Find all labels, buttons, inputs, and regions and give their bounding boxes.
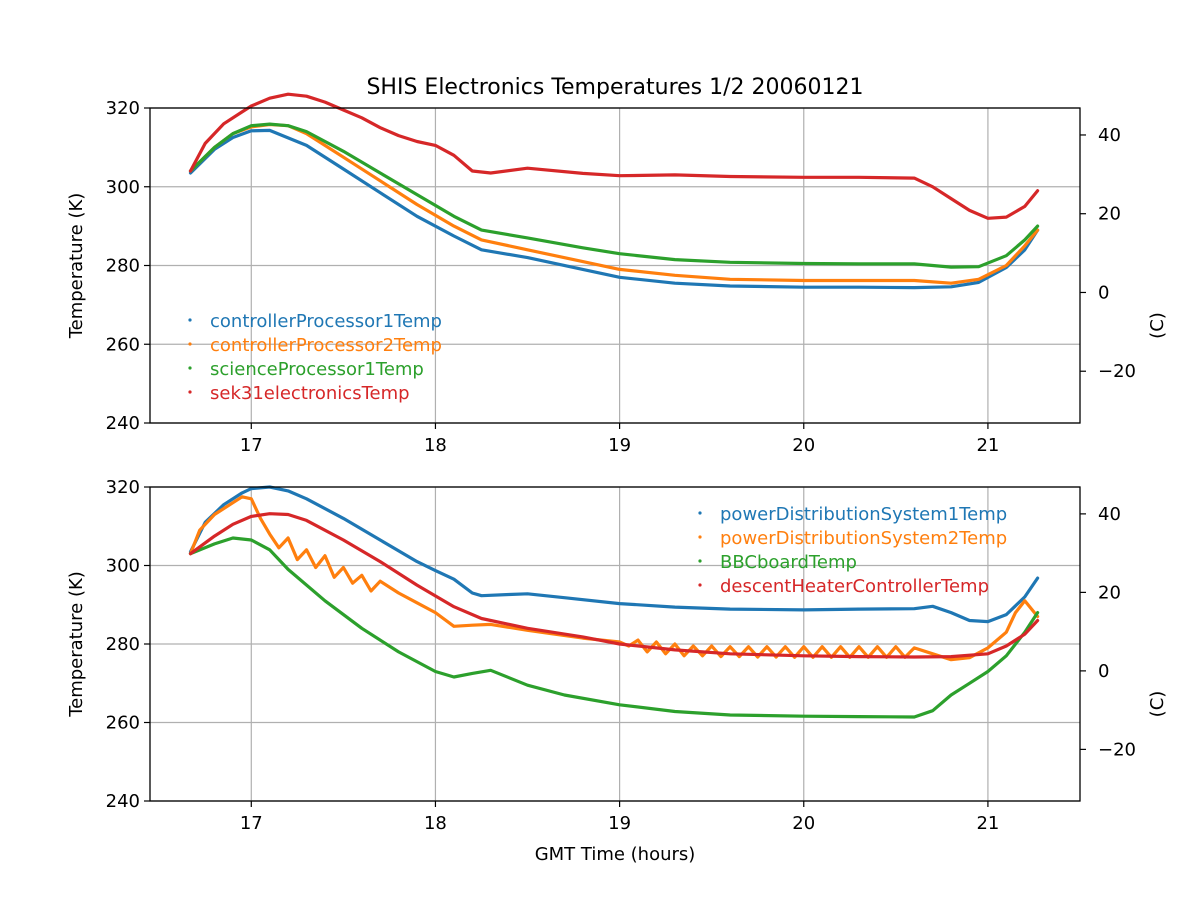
y-tick-label: 300 xyxy=(106,177,140,198)
legend-label: descentHeaterControllerTemp xyxy=(720,576,989,597)
x-tick-label: 21 xyxy=(976,813,999,834)
series-line-sek31electronicsTemp xyxy=(188,92,1040,220)
y2-tick-label: 20 xyxy=(1098,204,1121,225)
y-axis-label: Temperature (K) xyxy=(66,571,87,718)
x-tick-label: 19 xyxy=(608,813,631,834)
chart-title: SHIS Electronics Temperatures 1/2 200601… xyxy=(366,75,863,100)
series-line-controllerProcessor1Temp xyxy=(188,128,1040,290)
legend-marker xyxy=(188,366,192,370)
x-tick-label: 20 xyxy=(792,813,815,834)
y-tick-label: 240 xyxy=(106,413,140,434)
y2-tick-label: 0 xyxy=(1098,282,1109,303)
y-tick-label: 280 xyxy=(106,634,140,655)
x-axis-label: GMT Time (hours) xyxy=(535,844,696,865)
y-tick-label: 260 xyxy=(106,713,140,734)
series-line-BBCboardTemp xyxy=(188,536,1040,719)
y-tick-label: 280 xyxy=(106,256,140,277)
legend-label: sek31electronicsTemp xyxy=(210,383,410,404)
legend-label: scienceProcessor1Temp xyxy=(210,359,424,380)
x-tick-label: 18 xyxy=(424,435,447,456)
legend-marker xyxy=(188,390,192,394)
y-tick-label: 320 xyxy=(106,98,140,119)
legend-marker xyxy=(188,342,192,346)
x-tick-label: 17 xyxy=(240,435,263,456)
y2-tick-label: −20 xyxy=(1098,739,1136,760)
legend-marker xyxy=(698,511,702,515)
y2-tick-label: 20 xyxy=(1098,582,1121,603)
y2-axis-label: (C) xyxy=(1147,312,1168,339)
legend-marker xyxy=(698,559,702,563)
series-line-powerDistributionSystem2Temp xyxy=(188,495,1040,662)
legend-label: powerDistributionSystem2Temp xyxy=(720,528,1007,549)
x-tick-label: 21 xyxy=(976,435,999,456)
y2-tick-label: 0 xyxy=(1098,661,1109,682)
y-tick-label: 320 xyxy=(106,477,140,498)
x-tick-label: 19 xyxy=(608,435,631,456)
legend-label: BBCboardTemp xyxy=(720,552,857,573)
bottom-plot: 17 18 19 20 21 240 260 280 300 320 −20 0 20 40 Tempera… xyxy=(66,477,1168,834)
legend-marker xyxy=(698,535,702,539)
x-tick-label: 18 xyxy=(424,813,447,834)
y2-tick-label: 40 xyxy=(1098,504,1121,525)
y2-axis-label: (C) xyxy=(1147,691,1168,718)
y2-tick-label: 40 xyxy=(1098,125,1121,146)
legend-marker xyxy=(698,583,702,587)
top-plot: 17 18 19 20 21 240 260 280 300 320 −20 0 20 40 Tempera… xyxy=(66,92,1168,456)
y2-tick-label: −20 xyxy=(1098,361,1136,382)
y-tick-label: 240 xyxy=(106,791,140,812)
legend-label: controllerProcessor1Temp xyxy=(210,311,442,332)
series-line-scienceProcessor1Temp xyxy=(188,122,1040,269)
legend-marker xyxy=(188,318,192,322)
series-line-descentHeaterControllerTemp xyxy=(188,512,1040,659)
y-axis-label: Temperature (K) xyxy=(66,193,87,340)
legend-label: powerDistributionSystem1Temp xyxy=(720,504,1007,525)
x-tick-label: 17 xyxy=(240,813,263,834)
y-tick-label: 260 xyxy=(106,334,140,355)
x-tick-label: 20 xyxy=(792,435,815,456)
y-tick-label: 300 xyxy=(106,556,140,577)
legend-label: controllerProcessor2Temp xyxy=(210,335,442,356)
